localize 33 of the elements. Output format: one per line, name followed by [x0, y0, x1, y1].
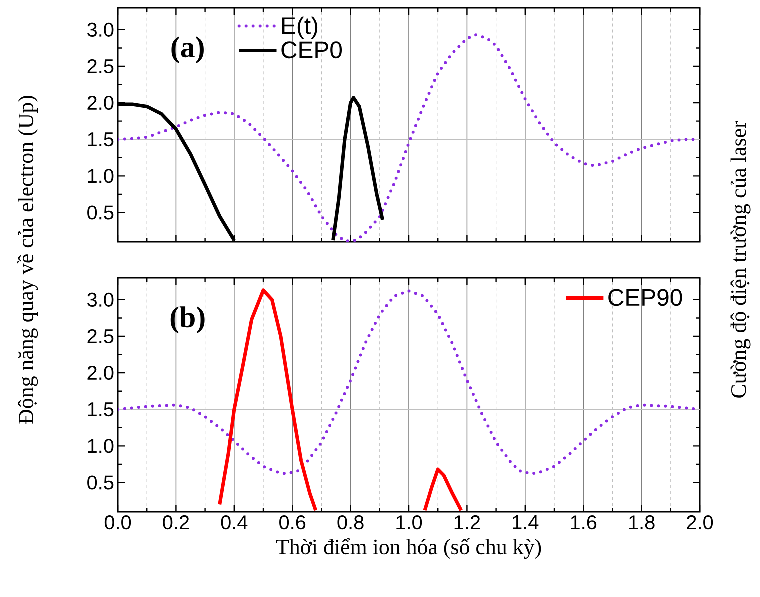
y-axis-title: Động năng quay về của electron (Up)	[17, 96, 38, 424]
y-tick-label: 1.0	[88, 169, 114, 184]
x-tick-label: 0.6	[280, 516, 306, 530]
x-tick-label: 0.2	[163, 516, 190, 530]
y2-axis-title: Cường độ điện trường của laser	[730, 121, 751, 398]
x-tick-label: 2.0	[687, 516, 714, 530]
annotation: (b)	[170, 306, 205, 334]
y-tick-label: 3.0	[88, 292, 114, 307]
y-tick-label: 0.5	[88, 206, 114, 220]
x-tick-label: 0.0	[104, 516, 132, 530]
x-tick-label: 1.0	[396, 516, 422, 530]
y-tick-label: 2.5	[88, 329, 114, 344]
x-tick-label: 1.4	[513, 516, 539, 530]
x-tick-label: 0.4	[221, 516, 248, 530]
y-tick-label: 3.0	[88, 22, 114, 37]
annotation: (a)	[172, 36, 204, 64]
y-tick-label: 2.0	[88, 366, 114, 380]
y-tick-label: 2.0	[88, 96, 114, 110]
y-tick-label: 2.5	[88, 59, 114, 74]
y-tick-label: 1.0	[88, 439, 114, 454]
legend-label: CEP0	[282, 42, 342, 59]
legend-label: CEP90	[608, 289, 682, 306]
x-tick-label: 1.8	[629, 516, 655, 530]
y-tick-label: 1.5	[88, 132, 114, 147]
line-series	[218, 288, 318, 512]
legend-label: E(t)	[282, 16, 318, 40]
x-tick-label: 1.6	[571, 516, 597, 530]
line-series	[423, 468, 464, 512]
x-tick-label: 0.8	[338, 516, 364, 530]
y-tick-label: 0.5	[88, 476, 114, 490]
y-tick-label: 1.5	[88, 402, 114, 417]
x-axis-title: Thời điểm ion hóa (số chu kỳ)	[276, 538, 542, 560]
x-tick-label: 1.2	[454, 516, 480, 530]
